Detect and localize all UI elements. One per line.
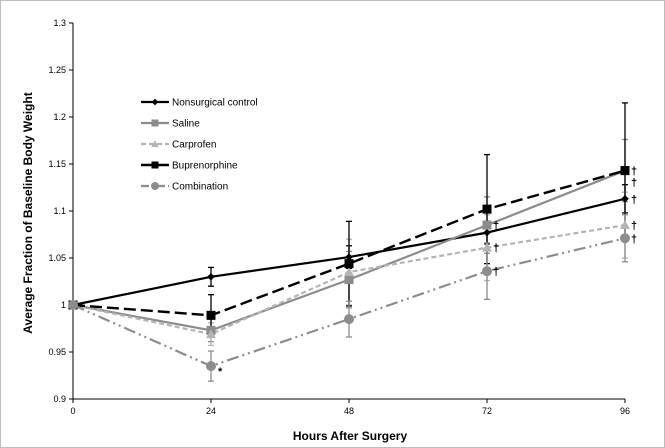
legend-marker <box>151 140 159 148</box>
data-point-carprofen <box>482 242 492 252</box>
significance-dagger: † <box>631 177 637 189</box>
y-tick-label: 0.95 <box>48 347 66 357</box>
legend-item-buprenorphine: Buprenorphine <box>141 161 238 172</box>
data-point-combination <box>344 314 354 325</box>
significance-dagger: † <box>631 166 637 178</box>
series-line-buprenorphine <box>72 169 626 317</box>
significance-dagger: † <box>631 220 637 232</box>
x-tick-label: 72 <box>482 406 492 416</box>
legend-label: Saline <box>172 119 200 130</box>
y-tick-label: 0.9 <box>53 394 66 404</box>
data-point-nonsurgical-control <box>621 194 629 203</box>
legend-item-saline: Saline <box>141 119 200 130</box>
legend-marker <box>151 182 159 190</box>
data-point-buprenorphine <box>344 259 354 269</box>
legend-item-combination: Combination <box>141 182 228 193</box>
data-point-buprenorphine <box>482 204 492 214</box>
significance-dagger: † <box>493 266 499 278</box>
y-tick-label: 1.05 <box>48 253 66 263</box>
data-point-combination <box>206 361 216 372</box>
y-tick-label: 1.2 <box>53 112 66 122</box>
error-bars <box>208 102 628 382</box>
significance-dagger: † <box>493 220 499 232</box>
x-tick-label: 96 <box>620 406 630 416</box>
significance-dagger: † <box>493 243 499 255</box>
legend-label: Combination <box>172 182 228 193</box>
x-tick-label: 24 <box>206 406 216 416</box>
data-point-saline <box>344 275 354 285</box>
annotations: *†††††††† <box>218 166 637 379</box>
data-point-buprenorphine <box>620 166 630 176</box>
y-tick-label: 1 <box>61 300 66 310</box>
legend-label: Buprenorphine <box>172 161 238 172</box>
significance-asterisk: * <box>218 366 223 378</box>
data-point-nonsurgical-control <box>345 253 353 261</box>
y-tick-label: 1.25 <box>48 65 66 75</box>
significance-dagger: † <box>631 233 637 245</box>
x-axis-title: Hours After Surgery <box>293 429 408 443</box>
legend-marker <box>151 161 159 169</box>
legend-marker <box>151 98 159 106</box>
data-point-nonsurgical-control <box>207 273 215 281</box>
significance-dagger: † <box>631 194 637 206</box>
data-point-carprofen <box>620 220 630 230</box>
data-point-combination <box>68 300 78 310</box>
axes: 0.9 0.95 1 1.05 1.1 1.15 1.2 1.25 1.3 0 24 48 72 96 <box>48 18 630 416</box>
legend-marker <box>151 119 159 127</box>
legend-label: Nonsurgical control <box>172 98 258 109</box>
legend-item-nonsurgical-control: Nonsurgical control <box>141 98 258 109</box>
data-point-carprofen <box>344 267 354 277</box>
y-axis-title: Average Fraction of Baseline Body Weight <box>21 92 35 333</box>
data-point-combination <box>482 266 492 277</box>
data-point-carprofen <box>206 329 216 339</box>
y-tick-label: 1.15 <box>48 159 66 169</box>
data-point-nonsurgical-control <box>483 228 491 237</box>
legend-label: Carprofen <box>172 140 216 151</box>
y-tick-label: 1.1 <box>53 206 66 216</box>
data-point-combination <box>620 233 630 244</box>
data-point-buprenorphine <box>206 310 216 320</box>
legend: Nonsurgical control Saline Carprofen Bupren… <box>141 98 258 193</box>
legend-item-carprofen: Carprofen <box>141 140 216 151</box>
x-tick-label: 0 <box>70 406 75 416</box>
y-tick-label: 1.3 <box>53 18 66 28</box>
series-markers <box>68 166 630 372</box>
data-point-saline <box>482 220 492 230</box>
x-tick-label: 48 <box>344 406 354 416</box>
